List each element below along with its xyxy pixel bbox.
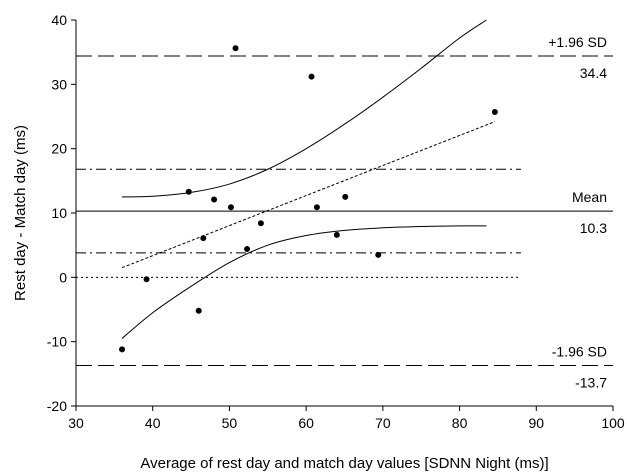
upper-loa-value-label: 34.4 [580,65,607,81]
y-tick-label: 0 [59,269,67,285]
data-point [143,276,150,283]
data-point [232,45,239,52]
y-tick-label: 20 [51,141,67,157]
x-tick-label: 60 [298,415,314,431]
upper-loa-label: +1.96 SD [548,34,607,50]
x-tick-label: 30 [68,415,84,431]
y-tick-label: 40 [51,12,67,28]
data-point [333,231,340,238]
mean-label: Mean [572,189,607,205]
data-point [491,108,498,115]
ci-band-lower-curve [121,225,487,339]
x-tick-label: 50 [222,415,238,431]
data-point [375,251,382,258]
x-axis: 30 40 50 60 70 80 90 100 [68,405,625,431]
reference-line-labels: +1.96 SD 34.4 Mean 10.3 -1.96 SD -13.7 [548,34,607,390]
y-axis: -20 -10 0 10 20 30 40 [47,12,77,414]
data-point [119,346,126,353]
ci-band-upper-curve [122,19,487,198]
data-point [257,220,264,227]
y-tick-label: -20 [47,398,67,414]
y-tick-label: -10 [47,334,67,350]
x-tick-label: 90 [528,415,544,431]
x-tick-label: 100 [601,415,625,431]
x-tick-label: 70 [375,415,391,431]
data-point [211,196,218,203]
data-point [195,307,202,314]
data-point [308,73,315,80]
data-point [244,246,251,253]
data-point [313,204,320,211]
regression-line [121,121,496,269]
y-tick-label: 10 [51,205,67,221]
x-tick-label: 80 [452,415,468,431]
lower-loa-value-label: -13.7 [575,374,607,390]
x-tick-label: 40 [145,415,161,431]
y-axis-title: Rest day - Match day (ms) [12,125,29,301]
plot-area [76,19,613,366]
mean-value-label: 10.3 [580,220,607,236]
data-point [200,235,207,242]
data-point [227,204,234,211]
data-point [342,193,349,200]
x-axis-title: Average of rest day and match day values… [140,455,548,472]
data-point [185,188,192,195]
y-tick-label: 30 [51,76,67,92]
lower-loa-label: -1.96 SD [552,343,607,359]
